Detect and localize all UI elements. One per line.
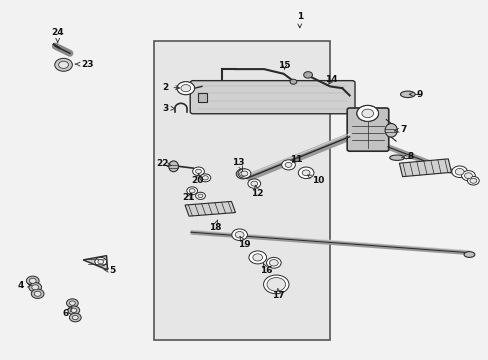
Circle shape: [26, 276, 39, 285]
Circle shape: [238, 169, 250, 178]
Text: 12: 12: [250, 185, 263, 198]
Circle shape: [461, 171, 474, 181]
Ellipse shape: [385, 123, 397, 137]
Text: 15: 15: [278, 61, 290, 70]
Circle shape: [195, 192, 205, 199]
Circle shape: [59, 61, 68, 68]
Text: 19: 19: [238, 237, 250, 248]
Circle shape: [55, 58, 72, 71]
Circle shape: [269, 260, 278, 266]
Text: 3: 3: [162, 104, 174, 112]
Text: 9: 9: [408, 90, 422, 99]
Text: 8: 8: [401, 152, 413, 161]
Circle shape: [303, 72, 312, 78]
Circle shape: [356, 105, 378, 121]
Circle shape: [69, 313, 81, 322]
Text: 18: 18: [208, 220, 221, 232]
Circle shape: [192, 167, 204, 176]
Ellipse shape: [168, 161, 178, 172]
Circle shape: [98, 260, 103, 264]
Text: 7: 7: [394, 125, 406, 134]
Text: 10: 10: [307, 175, 324, 185]
Circle shape: [285, 162, 291, 167]
Circle shape: [189, 189, 195, 193]
Circle shape: [235, 231, 244, 238]
Circle shape: [31, 289, 44, 298]
Text: 17: 17: [272, 289, 285, 300]
Circle shape: [281, 160, 295, 170]
Circle shape: [29, 283, 41, 292]
Text: 11: 11: [289, 154, 302, 163]
Circle shape: [298, 167, 313, 179]
Circle shape: [231, 229, 247, 240]
Circle shape: [469, 178, 476, 183]
Polygon shape: [399, 159, 450, 177]
Circle shape: [32, 285, 39, 290]
Circle shape: [271, 281, 281, 288]
Circle shape: [29, 278, 36, 283]
Bar: [198, 93, 206, 102]
Circle shape: [267, 278, 285, 291]
Circle shape: [266, 257, 281, 268]
Circle shape: [186, 187, 197, 195]
Text: 22: 22: [156, 159, 171, 168]
Circle shape: [467, 176, 478, 185]
Circle shape: [247, 179, 260, 188]
Circle shape: [69, 301, 75, 305]
Circle shape: [202, 176, 208, 180]
Ellipse shape: [389, 155, 404, 160]
Polygon shape: [184, 202, 235, 216]
Circle shape: [263, 275, 288, 294]
FancyBboxPatch shape: [190, 81, 354, 114]
Circle shape: [236, 169, 249, 179]
Ellipse shape: [400, 91, 414, 98]
Text: 23: 23: [75, 60, 93, 69]
Polygon shape: [83, 256, 107, 270]
Circle shape: [250, 181, 257, 186]
Text: 20: 20: [191, 174, 203, 185]
Bar: [154, 41, 329, 340]
Circle shape: [248, 251, 266, 264]
Circle shape: [66, 299, 78, 307]
Circle shape: [177, 82, 194, 95]
Text: 24: 24: [51, 28, 64, 42]
Circle shape: [241, 171, 247, 176]
Circle shape: [239, 171, 246, 176]
Text: 5: 5: [103, 266, 115, 275]
Circle shape: [356, 105, 378, 121]
Text: 21: 21: [182, 193, 195, 202]
Circle shape: [195, 169, 201, 174]
Text: 13: 13: [232, 158, 244, 170]
Circle shape: [361, 109, 373, 118]
Text: 4: 4: [17, 281, 31, 289]
Ellipse shape: [463, 252, 474, 257]
Circle shape: [454, 168, 463, 175]
Circle shape: [181, 85, 190, 92]
Circle shape: [198, 194, 203, 198]
Circle shape: [302, 170, 309, 176]
Circle shape: [200, 174, 210, 182]
Text: 14: 14: [325, 76, 337, 85]
Text: 1: 1: [296, 12, 302, 28]
Text: 6: 6: [63, 307, 72, 318]
FancyBboxPatch shape: [346, 108, 388, 151]
Text: 16: 16: [260, 263, 272, 275]
Circle shape: [464, 173, 471, 179]
Circle shape: [177, 82, 194, 95]
Circle shape: [72, 315, 78, 320]
Circle shape: [68, 306, 80, 315]
Circle shape: [451, 166, 467, 177]
Circle shape: [289, 79, 296, 84]
Circle shape: [266, 278, 285, 291]
Circle shape: [95, 257, 106, 266]
Circle shape: [71, 308, 77, 312]
Circle shape: [34, 291, 41, 296]
Circle shape: [252, 254, 262, 261]
Text: 2: 2: [162, 83, 179, 91]
